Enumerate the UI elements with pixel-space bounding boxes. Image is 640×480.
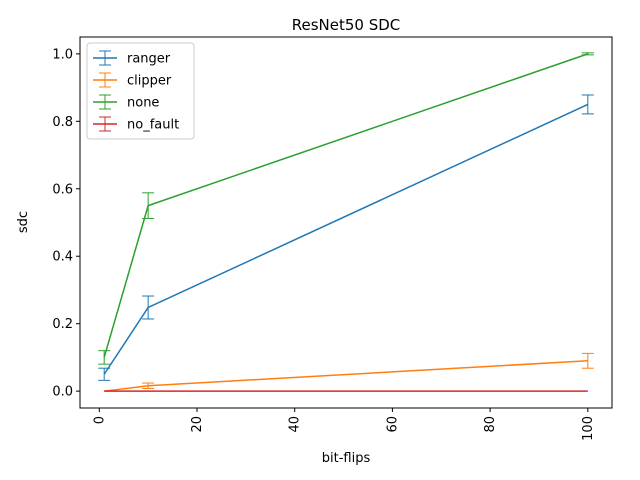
- legend-item-clipper: clipper: [93, 72, 172, 89]
- legend-label: ranger: [127, 52, 171, 67]
- error-bar-none: [142, 192, 155, 219]
- legend: ranger clipper none no_fault: [86, 42, 195, 140]
- legend-label: none: [127, 96, 159, 111]
- x-tick-label: 80: [483, 416, 498, 433]
- x-axis: 0 20 40 60 80 100: [92, 408, 596, 441]
- legend-item-ranger: ranger: [93, 50, 171, 67]
- y-tick-label: 0.4: [52, 250, 73, 265]
- error-bar-none: [98, 350, 111, 365]
- error-bar-ranger: [581, 94, 594, 115]
- legend-label: no_fault: [127, 118, 179, 133]
- legend-item-no_fault: no_fault: [93, 116, 179, 133]
- x-tick-label: 100: [581, 416, 596, 441]
- error-bar-ranger: [98, 367, 111, 381]
- error-bar-clipper: [581, 352, 594, 369]
- plot-area: [98, 52, 594, 392]
- chart-title: ResNet50 SDC: [292, 16, 401, 34]
- x-tick-label: 40: [288, 416, 303, 433]
- legend-box: [86, 42, 195, 140]
- y-axis-label: sdc: [16, 211, 31, 233]
- axes-frame: [79, 36, 613, 409]
- y-tick-label: 0.2: [52, 317, 73, 332]
- x-tick-label: 20: [190, 416, 205, 433]
- x-tick-label: 0: [92, 416, 107, 424]
- y-tick-label: 0.0: [52, 385, 73, 400]
- y-tick-label: 0.8: [52, 115, 73, 130]
- legend-item-none: none: [93, 94, 159, 111]
- legend-label: clipper: [127, 74, 172, 89]
- y-tick-label: 1.0: [52, 47, 73, 62]
- y-axis: 0.0 0.2 0.4 0.6 0.8 1.0: [52, 47, 80, 400]
- y-tick-label: 0.6: [52, 182, 73, 197]
- error-bar-ranger: [142, 295, 155, 320]
- x-tick-label: 60: [385, 416, 400, 433]
- error-bar-none: [581, 52, 594, 56]
- error-bar-clipper: [142, 382, 155, 389]
- x-axis-label: bit-flips: [322, 451, 371, 466]
